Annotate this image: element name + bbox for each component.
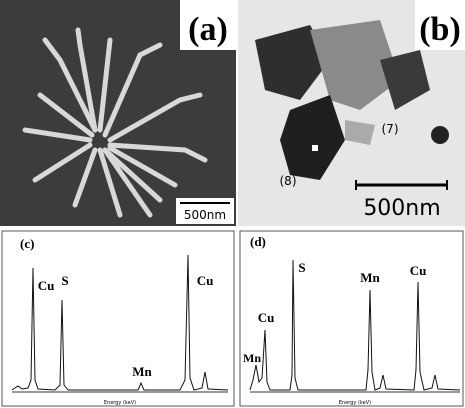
peak-label: Cu	[38, 278, 55, 293]
peak-label: Cu	[197, 273, 214, 288]
annotation: (7)	[382, 122, 399, 136]
scale-label: 500nm	[184, 208, 226, 222]
scale-label: 500nm	[363, 196, 440, 221]
x-axis-label: Energy (keV)	[339, 400, 371, 406]
panel-a: (a) 500nm	[0, 0, 236, 226]
peak-label: Mn	[132, 364, 152, 379]
particle	[431, 126, 449, 144]
panel-label: (d)	[250, 234, 266, 249]
annotation: (8)	[280, 174, 297, 188]
panel-label: (b)	[419, 11, 461, 48]
spectrum	[12, 255, 228, 390]
figure: (a) 500nm (b) (7) (8) 500nm (c) Cu S Mn …	[0, 0, 465, 408]
spectrum	[250, 260, 460, 390]
panel-d: (d) Mn Cu S Mn Cu Energy (keV)	[240, 231, 463, 406]
panel-label: (c)	[20, 236, 34, 251]
panel-frame	[2, 231, 234, 406]
panel-b: (b) (7) (8) 500nm	[238, 0, 465, 226]
peak-label: Cu	[258, 310, 275, 325]
peak-label: Mn	[243, 351, 261, 365]
peak-label: Cu	[410, 263, 427, 278]
panel-c: (c) Cu S Mn Cu Energy (keV)	[2, 231, 234, 406]
marker	[312, 145, 318, 151]
peak-label: S	[61, 273, 68, 288]
peak-label: Mn	[360, 270, 380, 285]
peak-label: S	[298, 260, 305, 275]
x-axis-label: Energy (keV)	[104, 400, 136, 406]
panel-label: (a)	[188, 11, 228, 48]
